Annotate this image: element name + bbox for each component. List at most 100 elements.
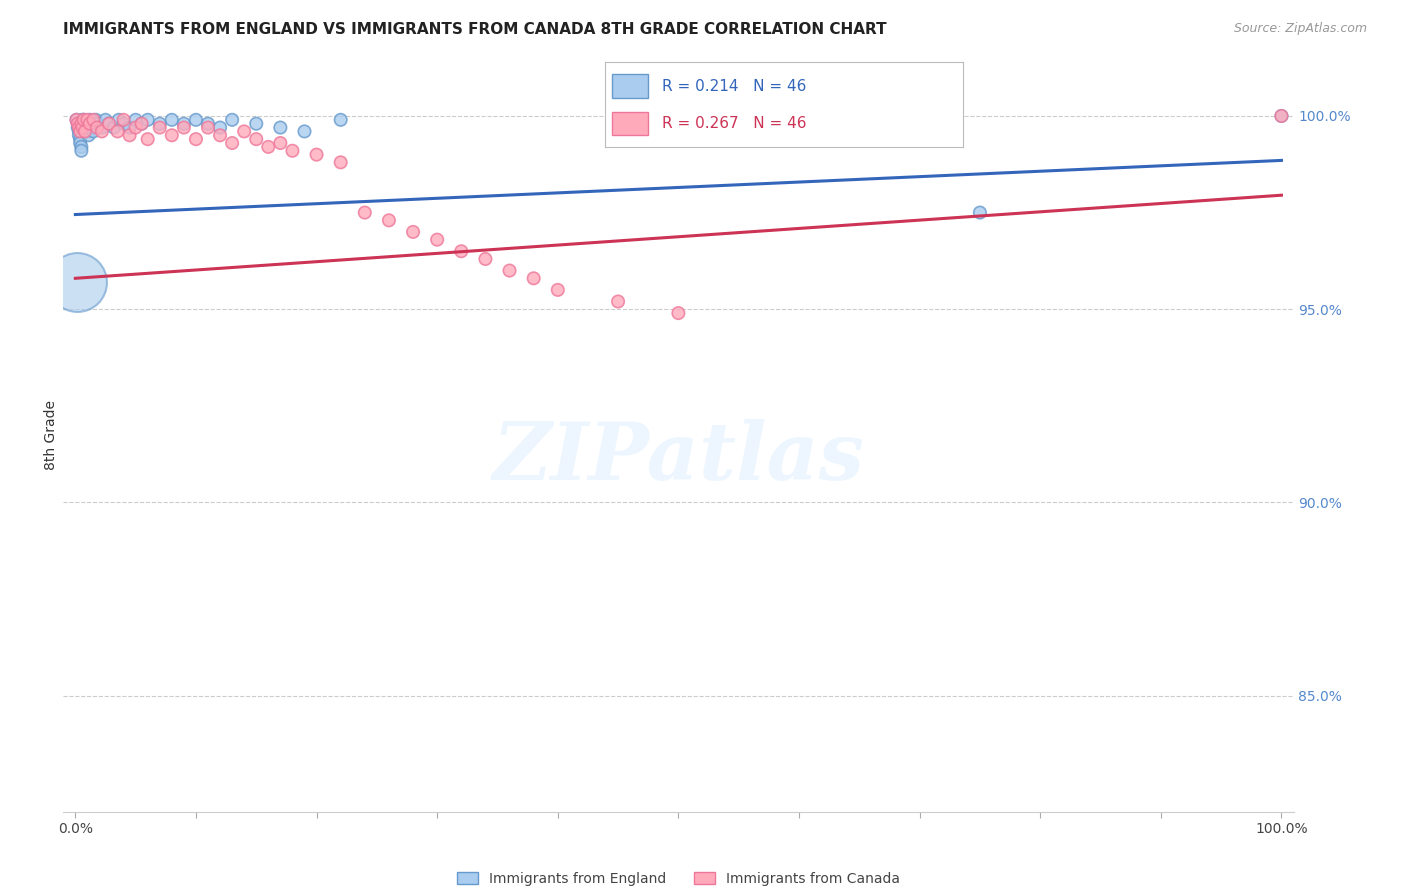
Point: [969, 205, 991, 219]
Point: [73, 112, 96, 127]
Point: [281, 144, 304, 158]
Point: [103, 120, 125, 135]
Point: [329, 155, 352, 169]
Text: Source: ZipAtlas.com: Source: ZipAtlas.com: [1233, 22, 1367, 36]
Bar: [612, 74, 648, 98]
Point: [65, 275, 87, 289]
Point: [118, 120, 141, 135]
Point: [269, 136, 291, 150]
Point: [149, 120, 172, 135]
Point: [69, 136, 91, 150]
Point: [86, 120, 108, 135]
Point: [245, 117, 267, 131]
Point: [73, 120, 96, 135]
Point: [66, 117, 89, 131]
Point: [73, 117, 96, 131]
Point: [547, 283, 569, 297]
Point: [149, 117, 172, 131]
Point: [184, 132, 207, 146]
Point: [136, 112, 159, 127]
Point: [523, 271, 546, 285]
Point: [90, 120, 112, 135]
Point: [160, 112, 183, 127]
Bar: [612, 112, 648, 136]
Point: [402, 225, 425, 239]
Point: [607, 294, 630, 309]
Point: [69, 124, 91, 138]
Point: [173, 117, 195, 131]
Point: [82, 124, 104, 138]
Point: [79, 117, 101, 131]
Point: [107, 124, 129, 138]
Point: [66, 120, 89, 135]
Point: [70, 144, 93, 158]
Point: [76, 124, 98, 138]
Point: [450, 244, 472, 259]
Text: R = 0.267   N = 46: R = 0.267 N = 46: [662, 116, 807, 131]
Point: [90, 124, 112, 138]
Point: [69, 132, 91, 146]
Point: [329, 112, 352, 127]
Point: [131, 117, 153, 131]
Point: [118, 128, 141, 143]
Y-axis label: 8th Grade: 8th Grade: [44, 400, 58, 470]
Legend: Immigrants from England, Immigrants from Canada: Immigrants from England, Immigrants from…: [451, 866, 905, 891]
Point: [84, 112, 107, 127]
Point: [305, 147, 328, 161]
Point: [245, 132, 267, 146]
Point: [131, 117, 153, 131]
Point: [98, 117, 121, 131]
Point: [209, 120, 232, 135]
Point: [72, 117, 94, 131]
Text: ZIPatlas: ZIPatlas: [492, 418, 865, 496]
Point: [112, 112, 135, 127]
Point: [1270, 109, 1292, 123]
Point: [75, 120, 97, 135]
Point: [160, 128, 183, 143]
Point: [67, 120, 90, 135]
Point: [221, 136, 243, 150]
Point: [257, 140, 280, 154]
Point: [173, 120, 195, 135]
Point: [197, 120, 219, 135]
Point: [67, 128, 90, 143]
Text: IMMIGRANTS FROM ENGLAND VS IMMIGRANTS FROM CANADA 8TH GRADE CORRELATION CHART: IMMIGRANTS FROM ENGLAND VS IMMIGRANTS FR…: [63, 22, 887, 37]
Point: [73, 112, 96, 127]
Point: [72, 112, 94, 127]
Point: [65, 112, 87, 127]
Point: [79, 112, 101, 127]
Point: [378, 213, 401, 227]
Text: R = 0.214   N = 46: R = 0.214 N = 46: [662, 78, 806, 94]
Point: [77, 128, 100, 143]
Point: [76, 112, 98, 127]
Point: [294, 124, 316, 138]
Point: [426, 233, 449, 247]
Point: [1270, 109, 1292, 123]
Point: [474, 252, 496, 266]
Point: [82, 112, 104, 127]
Point: [67, 124, 90, 138]
Point: [98, 117, 121, 131]
Point: [353, 205, 375, 219]
Point: [70, 117, 93, 131]
Point: [221, 112, 243, 127]
Point: [124, 112, 146, 127]
Point: [124, 120, 146, 135]
Point: [72, 120, 94, 135]
Point: [80, 117, 103, 131]
Point: [107, 112, 129, 127]
Point: [73, 124, 96, 138]
Point: [184, 112, 207, 127]
Point: [65, 112, 87, 127]
Point: [136, 132, 159, 146]
Point: [87, 117, 110, 131]
Point: [209, 128, 232, 143]
Point: [94, 112, 117, 127]
Point: [233, 124, 256, 138]
Point: [666, 306, 689, 320]
Point: [70, 140, 93, 154]
Point: [197, 117, 219, 131]
Point: [82, 120, 104, 135]
Point: [112, 117, 135, 131]
Point: [269, 120, 291, 135]
